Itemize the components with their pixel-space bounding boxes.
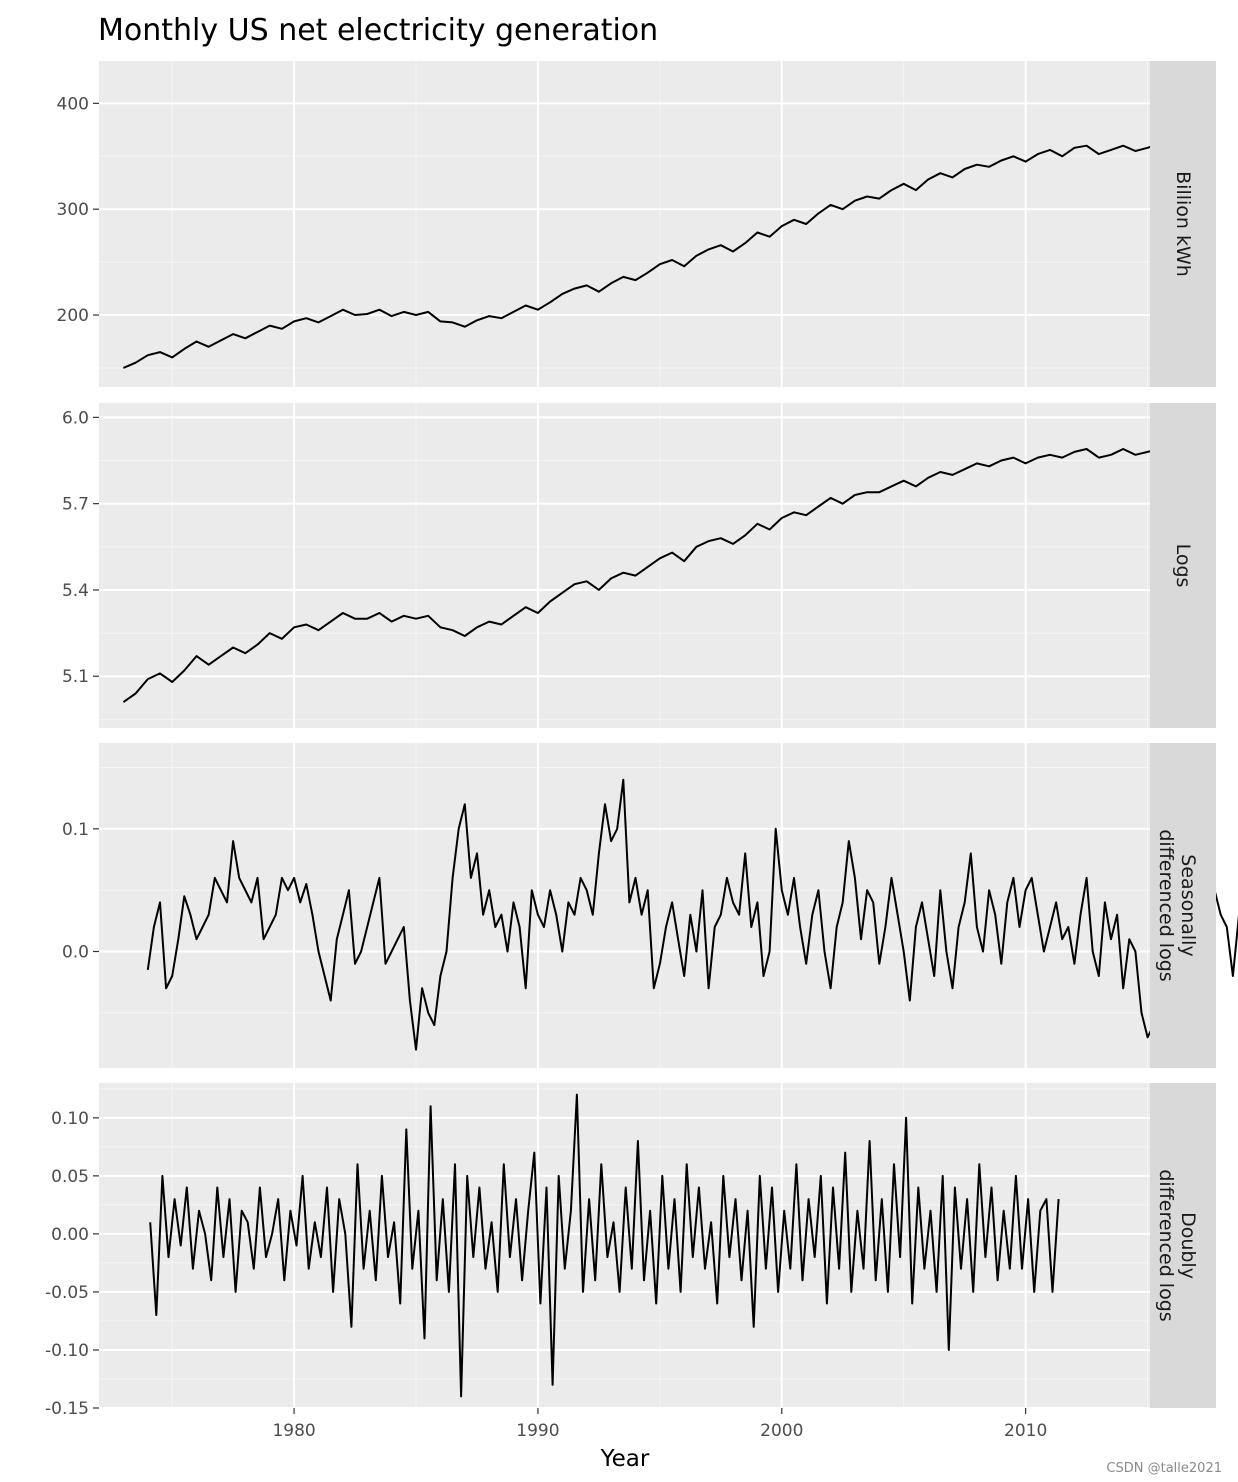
facet-1: 200 300 400 Billion kWh — [57, 61, 1216, 387]
facet-4: -0.15 -0.10 -0.05 0.00 0.05 0.10 Doublydiffere… — [45, 1083, 1216, 1419]
y-tick-label: 0.00 — [51, 1225, 89, 1245]
y-tick-label: 6.0 — [62, 408, 89, 428]
y-tick-label: -0.10 — [45, 1341, 89, 1361]
x-tick-label: 1980 — [272, 1421, 315, 1441]
y-tick-label: 0.1 — [62, 820, 89, 840]
series-line — [146, 778, 1238, 1051]
facet-strip-label-line: Doubly — [1177, 1212, 1199, 1279]
x-axis-label: Year — [600, 1446, 650, 1472]
facet-strip — [1150, 743, 1216, 1068]
facet-strip-label-line: differenced logs — [1155, 1169, 1177, 1321]
y-tick-label: 0.0 — [62, 942, 89, 962]
y-tick-label: 5.1 — [62, 667, 89, 687]
facet-strip-label: Seasonallydifferenced logs — [1155, 829, 1199, 981]
facet-strip — [1150, 403, 1216, 728]
facet-strip — [1150, 1083, 1216, 1408]
x-tick-label: 1990 — [516, 1421, 559, 1441]
x-tick-label: 2000 — [760, 1421, 803, 1441]
y-tick-label: 0.05 — [51, 1167, 89, 1187]
panel-background — [99, 61, 1150, 387]
facet-strip-label: Logs — [1172, 544, 1194, 588]
x-tick-label: 2010 — [1004, 1421, 1047, 1441]
y-tick-label: 300 — [57, 200, 89, 220]
y-tick-label: -0.05 — [45, 1283, 89, 1303]
y-tick-label: 5.4 — [62, 581, 89, 601]
facet-strip-label-line: Seasonally — [1177, 854, 1199, 956]
chart-title: Monthly US net electricity generation — [98, 13, 658, 48]
series-line — [122, 445, 1209, 703]
watermark: CSDN @talle2021 — [1106, 1461, 1222, 1476]
panel-background — [99, 1083, 1150, 1408]
y-tick-label: 5.7 — [62, 495, 89, 515]
facet-strip-label: Billion kWh — [1172, 171, 1194, 277]
y-tick-label: -0.15 — [45, 1399, 89, 1419]
y-tick-label: 0.10 — [51, 1109, 89, 1129]
panel-background — [99, 403, 1150, 728]
y-tick-label: 400 — [57, 94, 89, 114]
facet-strip-label: Doublydifferenced logs — [1155, 1169, 1199, 1321]
series-line — [149, 1093, 1060, 1398]
series-line — [123, 141, 1209, 369]
facet-3: 0.0 0.1 Seasonallydifferenced logs — [62, 743, 1238, 1068]
facet-strip-label-line: differenced logs — [1155, 829, 1177, 981]
y-tick-label: 200 — [57, 306, 89, 326]
x-axis: 1980 1990 2000 2010 — [272, 1408, 1047, 1441]
facet-strip — [1150, 61, 1216, 387]
facet-2: 5.1 5.4 5.7 6.0 Logs — [62, 403, 1216, 728]
